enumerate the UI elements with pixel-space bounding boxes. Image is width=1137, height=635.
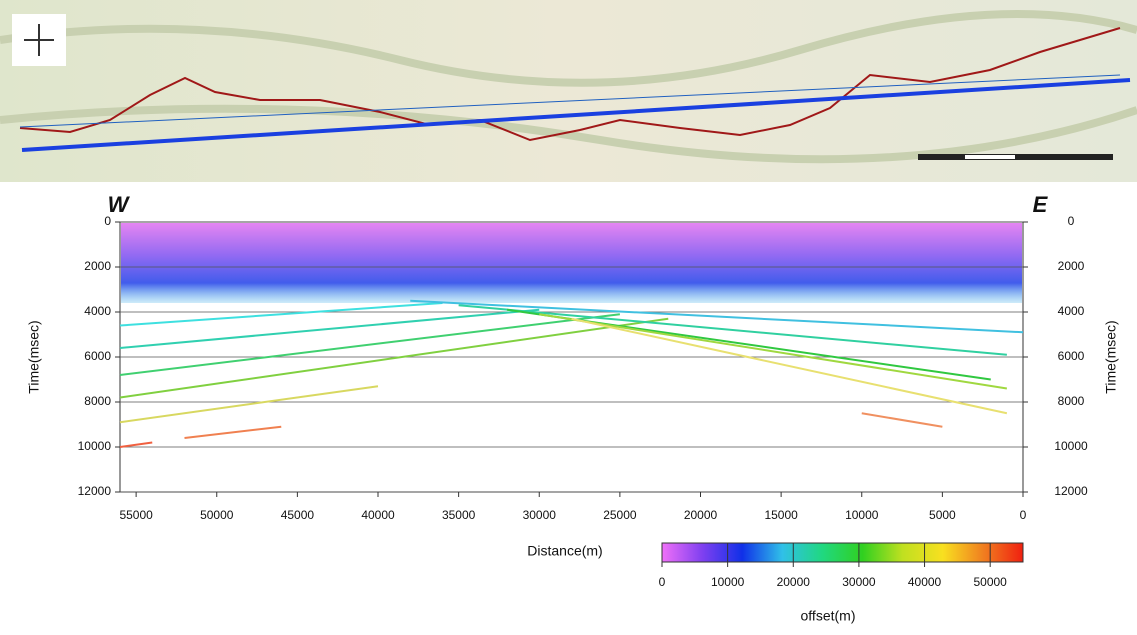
y2-tick-label: 10000 <box>1054 439 1088 453</box>
y-tick-label: 12000 <box>78 484 112 498</box>
x-tick-label: 50000 <box>200 508 234 522</box>
x-tick-label: 35000 <box>442 508 476 522</box>
y-tick-label: 10000 <box>78 439 112 453</box>
y2-tick-label: 4000 <box>1058 304 1085 318</box>
x-tick-label: 10000 <box>845 508 879 522</box>
x-tick-label: 0 <box>1020 508 1027 522</box>
west-label: W <box>108 192 131 217</box>
x-tick-label: 15000 <box>764 508 798 522</box>
y-tick-label: 4000 <box>84 304 111 318</box>
y2-tick-label: 2000 <box>1058 259 1085 273</box>
x-tick-label: 20000 <box>684 508 718 522</box>
x-tick-label: 25000 <box>603 508 637 522</box>
colorbar-label: offset(m) <box>801 608 856 624</box>
map <box>0 0 1137 182</box>
colorbar-tick-label: 40000 <box>908 575 942 589</box>
y2-tick-label: 0 <box>1068 214 1075 228</box>
y2-tick-label: 8000 <box>1058 394 1085 408</box>
plot <box>120 222 1023 492</box>
x-tick-label: 30000 <box>523 508 557 522</box>
x-tick-label: 55000 <box>119 508 153 522</box>
colorbar-tick-label: 50000 <box>973 575 1007 589</box>
east-label: E <box>1033 192 1049 217</box>
dense-picks <box>121 223 1022 303</box>
x-axis-label: Distance(m) <box>527 543 602 559</box>
y-tick-label: 2000 <box>84 259 111 273</box>
colorbar <box>662 543 1023 562</box>
y-tick-label: 0 <box>104 214 111 228</box>
x-tick-label: 45000 <box>281 508 315 522</box>
y2-tick-label: 6000 <box>1058 349 1085 363</box>
y-tick-label: 6000 <box>84 349 111 363</box>
y-tick-label: 8000 <box>84 394 111 408</box>
colorbar-tick-label: 0 <box>659 575 666 589</box>
colorbar-tick-label: 20000 <box>777 575 811 589</box>
colorbar-tick-label: 10000 <box>711 575 745 589</box>
x-tick-label: 40000 <box>361 508 395 522</box>
colorbar-tick-label: 30000 <box>842 575 876 589</box>
figure: W E Time(msec) Time(msec) Distance(m) of… <box>0 0 1137 630</box>
y2-axis-label: Time(msec) <box>1103 320 1119 393</box>
x-tick-label: 5000 <box>929 508 956 522</box>
y2-tick-label: 12000 <box>1054 484 1088 498</box>
y-axis-label: Time(msec) <box>26 320 42 393</box>
